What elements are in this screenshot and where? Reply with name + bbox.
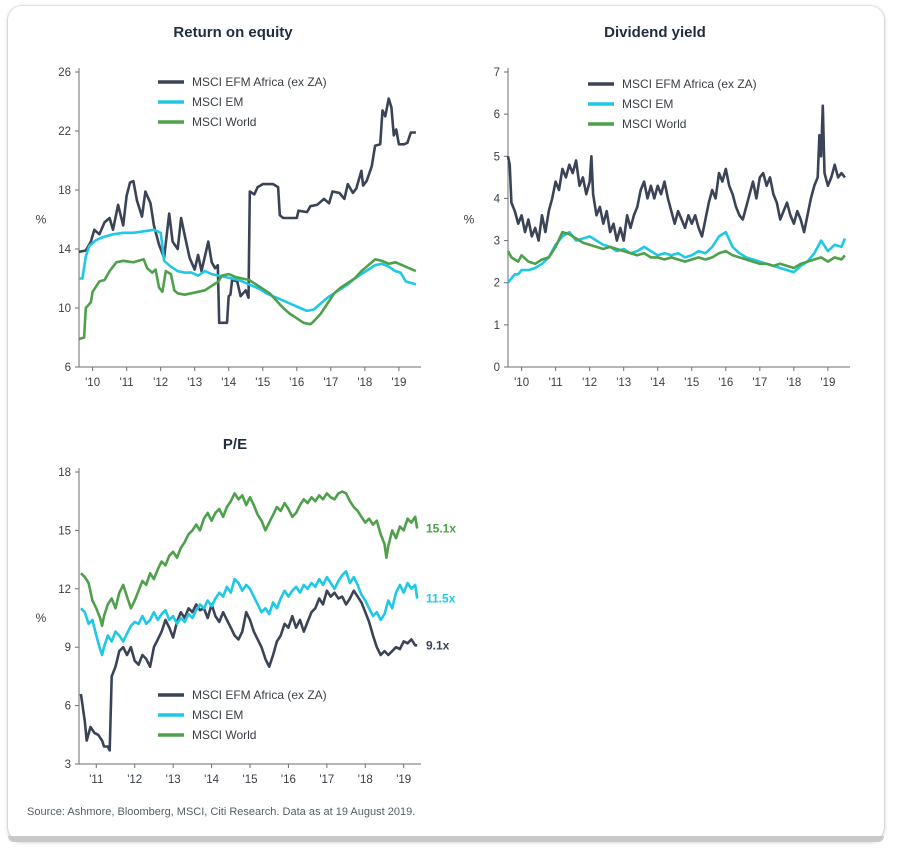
dy-x-tick-label: '15 xyxy=(684,377,699,389)
roe-y-tick-label: 6 xyxy=(65,362,71,374)
dy-y-tick-label: 2 xyxy=(494,278,500,290)
roe-x-tick-label: '19 xyxy=(391,377,406,389)
dy-x-tick-label: '16 xyxy=(718,377,733,389)
pe-end-label-2: 15.1x xyxy=(426,521,456,535)
roe-title: Return on equity xyxy=(173,24,293,41)
dy-x-tick-label: '13 xyxy=(616,377,631,389)
pe-y-tick-label: 15 xyxy=(58,525,71,537)
dy-x-tick-label: '11 xyxy=(549,377,563,389)
pe-y-tick-label: 18 xyxy=(58,467,71,479)
pe-end-label-1: 11.5x xyxy=(426,592,456,606)
pe-y-axis-label: % xyxy=(36,611,47,625)
pe-legend-label-0: MSCI EFM Africa (ex ZA) xyxy=(192,688,327,702)
dy-x-tick-label: '18 xyxy=(786,377,801,389)
dy-series-line-0 xyxy=(506,104,846,242)
dy-y-tick-label: 6 xyxy=(494,109,500,121)
roe-x-tick-label: '12 xyxy=(153,377,168,389)
roe-x-tick-label: '10 xyxy=(85,377,100,389)
pe-x-tick-label: '14 xyxy=(204,774,220,786)
pe-x-tick-label: '16 xyxy=(281,774,296,786)
dy-title: Dividend yield xyxy=(604,24,706,41)
roe-y-tick-label: 26 xyxy=(58,67,71,79)
dy-x-tick-label: '10 xyxy=(514,377,529,389)
dy-y-tick-label: 3 xyxy=(494,236,500,248)
card-bottom-edge xyxy=(8,836,884,842)
dy-x-tick-label: '14 xyxy=(650,377,666,389)
pe-x-tick-label: '13 xyxy=(166,774,181,786)
roe-x-tick-label: '17 xyxy=(323,377,338,389)
pe-legend-label-1: MSCI EM xyxy=(192,708,243,722)
roe-x-tick-label: '13 xyxy=(187,377,202,389)
pe-x-tick-label: '11 xyxy=(89,774,103,786)
pe-series-line-1 xyxy=(79,570,419,657)
pe-legend-label-2: MSCI World xyxy=(192,728,256,742)
pe-title: P/E xyxy=(223,436,247,453)
dy-x-tick-label: '17 xyxy=(752,377,767,389)
roe-legend-label-2: MSCI World xyxy=(192,115,256,129)
roe-y-axis-label: % xyxy=(36,213,47,227)
pe-x-tick-label: '12 xyxy=(127,774,142,786)
roe-x-tick-label: '16 xyxy=(289,377,304,389)
dy-y-axis-label: % xyxy=(464,213,475,227)
pe-x-tick-label: '15 xyxy=(243,774,258,786)
roe-series-line-1 xyxy=(79,228,417,313)
roe-legend-label-0: MSCI EFM Africa (ex ZA) xyxy=(192,75,327,89)
dy-y-tick-label: 4 xyxy=(494,193,501,205)
roe-y-tick-label: 18 xyxy=(58,185,71,197)
dy-legend-label-2: MSCI World xyxy=(622,117,686,131)
pe-x-tick-label: '18 xyxy=(358,774,373,786)
roe-series-line-2 xyxy=(78,258,417,341)
roe-series-line-0 xyxy=(78,97,416,325)
pe-end-label-0: 9.1x xyxy=(426,638,450,652)
dy-y-tick-label: 1 xyxy=(494,320,500,332)
figure-card: Return on equity% 6 10 14 18 22 26'10'11'12'13… xyxy=(8,6,884,841)
dy-y-tick-label: 7 xyxy=(494,67,500,79)
dy-y-tick-label: 0 xyxy=(494,362,500,374)
figure-canvas: Return on equity%61014182226'10'11'12'13… xyxy=(36,24,850,786)
roe-x-tick-label: '18 xyxy=(357,377,372,389)
dy-legend-label-0: MSCI EFM Africa (ex ZA) xyxy=(622,77,757,91)
pe-x-tick-label: '19 xyxy=(396,774,411,786)
pe-series-line-2 xyxy=(79,490,419,628)
roe-y-tick-label: 22 xyxy=(58,126,71,138)
roe-y-tick-label: 14 xyxy=(58,244,71,256)
roe-legend-label-1: MSCI EM xyxy=(192,95,243,109)
pe-y-tick-label: 12 xyxy=(58,584,71,596)
pe-x-tick-label: '17 xyxy=(319,774,334,786)
pe-y-tick-label: 6 xyxy=(65,701,71,713)
roe-y-tick-label: 10 xyxy=(58,303,71,315)
pe-y-tick-label: 3 xyxy=(65,759,71,771)
dy-legend-label-1: MSCI EM xyxy=(622,97,673,111)
dy-y-tick-label: 5 xyxy=(494,151,500,163)
dy-x-tick-label: '12 xyxy=(582,377,597,389)
roe-x-tick-label: '15 xyxy=(255,377,270,389)
dy-series-line-2 xyxy=(506,230,846,270)
roe-x-tick-label: '14 xyxy=(221,377,237,389)
source-note: Source: Ashmore, Bloomberg, MSCI, Citi R… xyxy=(27,806,416,818)
pe-series-line-0 xyxy=(79,589,418,752)
roe-x-tick-label: '11 xyxy=(120,377,134,389)
pe-y-tick-label: 9 xyxy=(65,642,71,654)
dy-x-tick-label: '19 xyxy=(820,377,835,389)
